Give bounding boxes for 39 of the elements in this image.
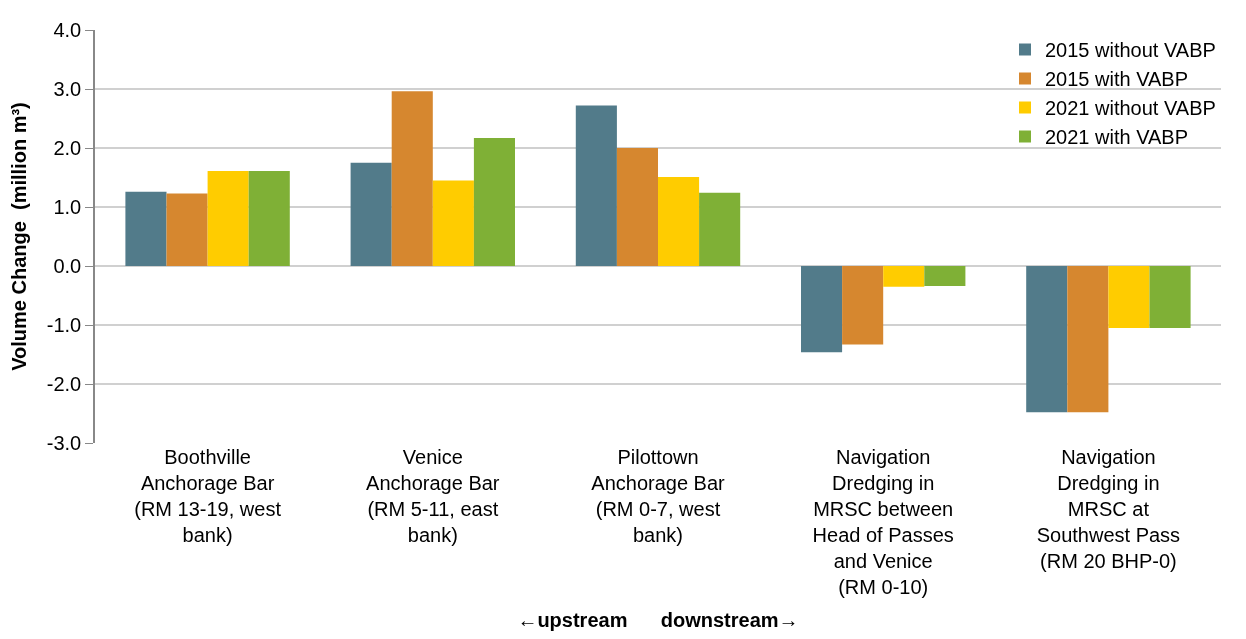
- x-tick-label: Navigation Dredging in MRSC at Southwest Pass (RM 20 BHP-0): [1036, 446, 1181, 572]
- x-tick-label: Navigation Dredging in MRSC between Head of Passes and Venice (RM 0-10): [812, 446, 954, 598]
- bar: [658, 176, 700, 266]
- bar: [1026, 266, 1068, 413]
- y-tick-label: -3.0: [46, 432, 82, 454]
- y-tick-label: -1.0: [46, 314, 82, 336]
- bar: [350, 162, 392, 266]
- x-tick-label: Venice Anchorage Bar (RM 5-11, east bank): [366, 446, 500, 546]
- y-tick-label: 4.0: [53, 19, 82, 41]
- bar: [575, 105, 617, 266]
- bar: [616, 148, 658, 266]
- bar: [207, 171, 249, 266]
- y-tick-label: 3.0: [53, 78, 82, 100]
- bar: [924, 266, 966, 287]
- bar: [1149, 266, 1191, 328]
- bar: [842, 266, 884, 345]
- legend-label: 2021 without VABP: [1045, 97, 1216, 120]
- bar: [125, 191, 167, 266]
- bar: [801, 266, 843, 353]
- y-tick-label: -2.0: [46, 373, 82, 395]
- bar: [1067, 266, 1109, 413]
- y-tick-label: 0.0: [53, 255, 82, 277]
- y-tick-label: 2.0: [53, 137, 82, 159]
- legend-label: 2021 with VABP: [1045, 126, 1189, 149]
- x-tick-label: Boothville Anchorage Bar (RM 13-19, west bank): [134, 446, 282, 546]
- bar: [248, 171, 290, 266]
- legend-label: 2015 without VABP: [1045, 39, 1216, 62]
- legend-label: 2015 with VABP: [1045, 68, 1189, 91]
- x-tick-label: Pilottown Anchorage Bar (RM 0-7, west bank): [591, 446, 726, 546]
- bar: [883, 266, 925, 287]
- bar: [166, 193, 208, 266]
- bar: [391, 91, 433, 266]
- bar: [473, 137, 515, 266]
- y-tick-label: 1.0: [53, 196, 82, 218]
- x-axis-title: ←upstream downstream→: [517, 608, 799, 631]
- y-axis-title: Volume Change (million m³): [7, 102, 30, 371]
- bar: [699, 192, 741, 266]
- bar: [1108, 266, 1150, 328]
- bar: [432, 180, 474, 266]
